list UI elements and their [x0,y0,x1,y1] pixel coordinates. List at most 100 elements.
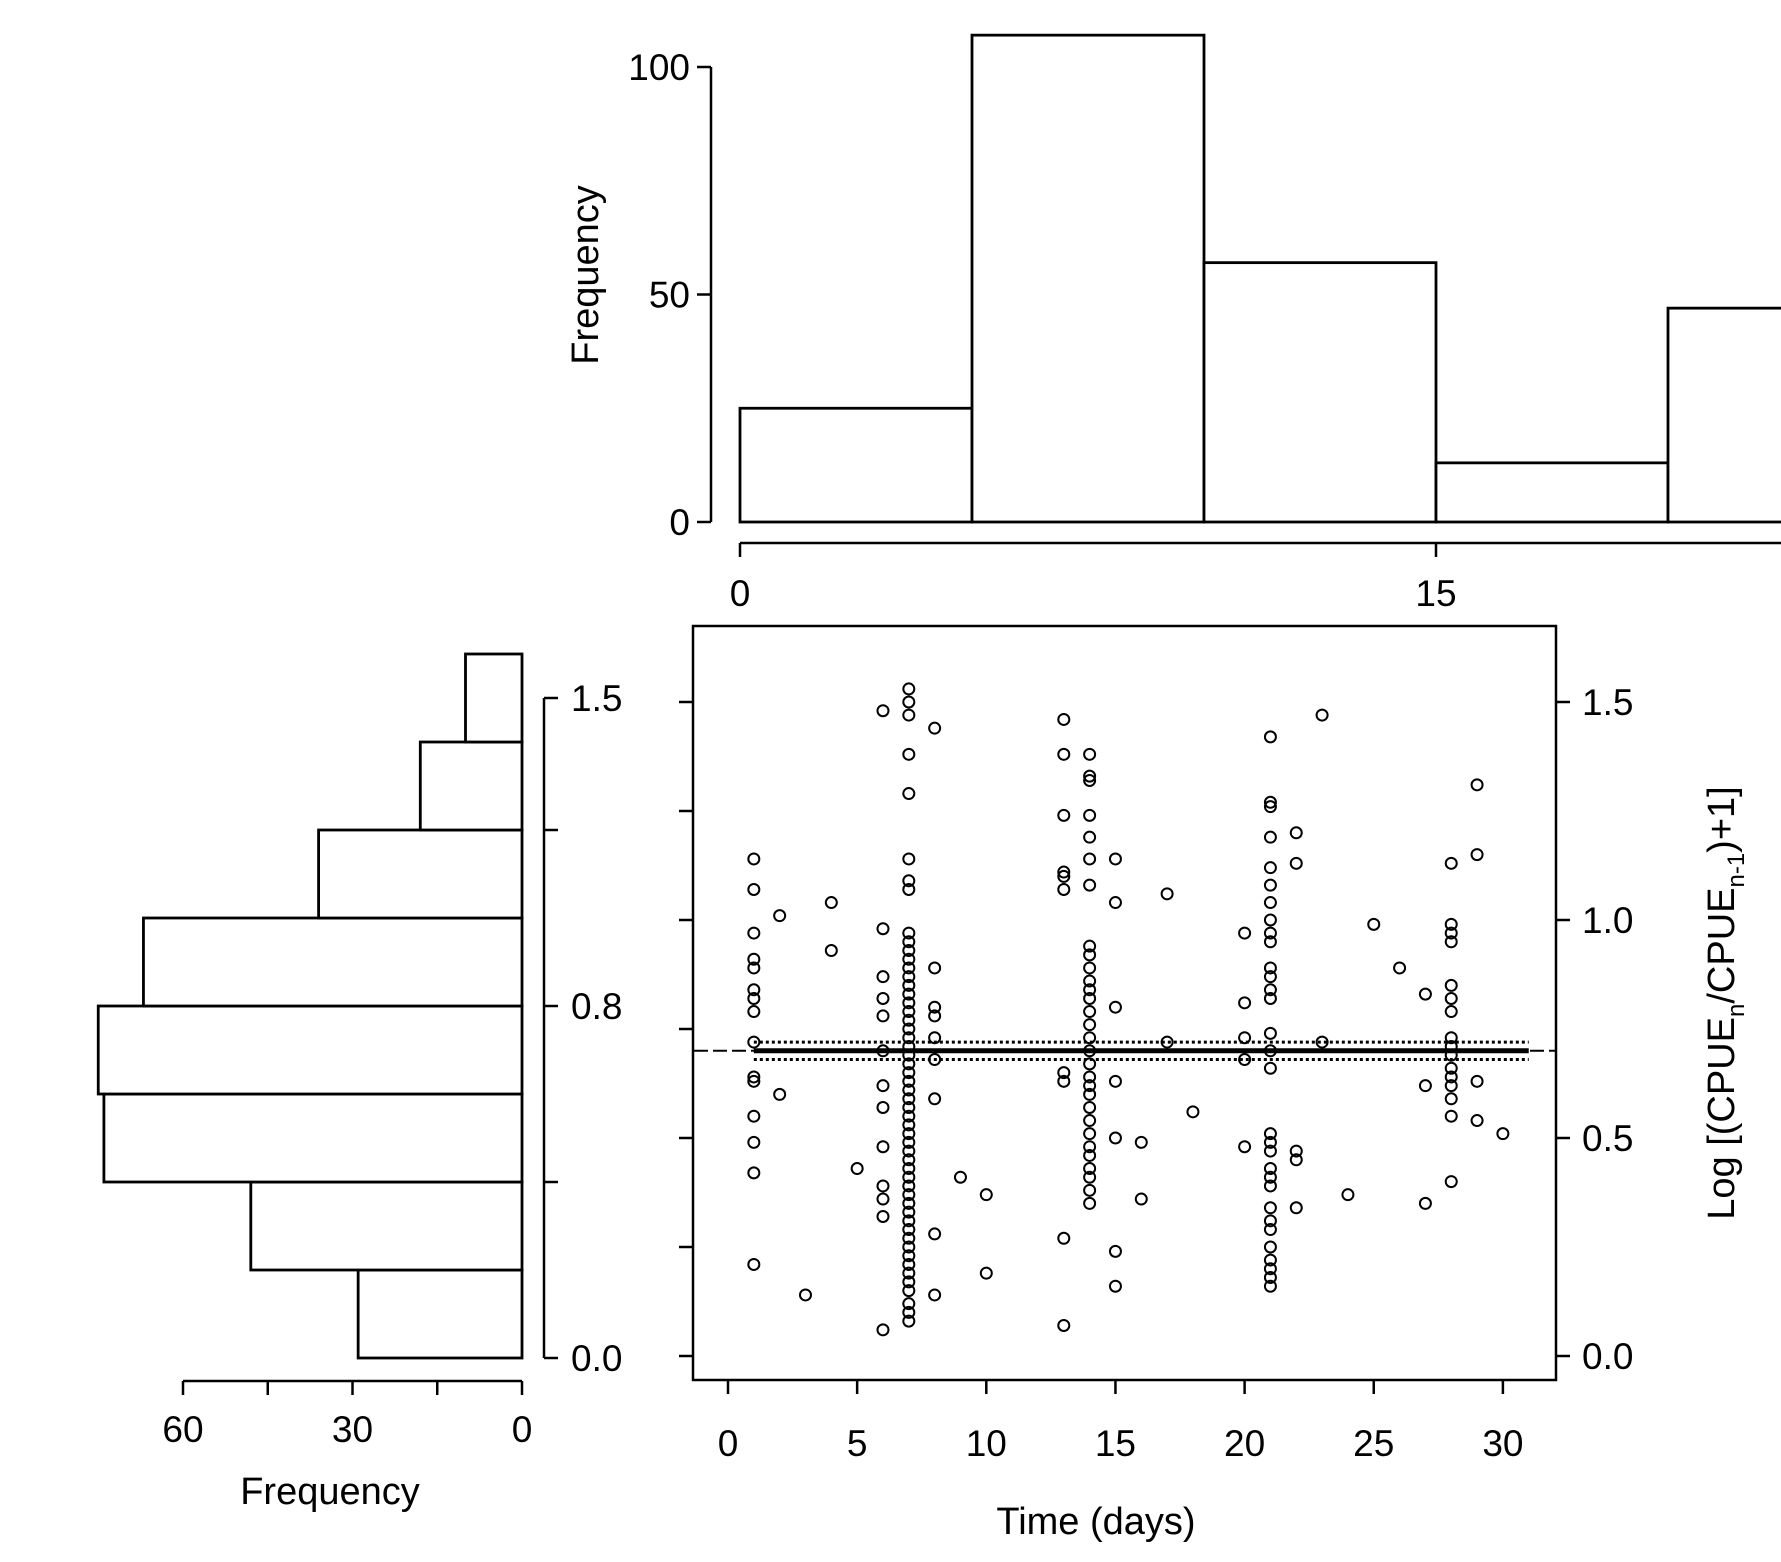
scatter-point [747,1035,761,1049]
scatter-point [876,1140,890,1154]
scatter-point [1263,983,1277,997]
scatter-point [902,1249,916,1263]
scatter-point [928,1009,942,1023]
left-histogram-axes: 0.0 0.8 1.5 60 30 0 [162,678,622,1450]
scatter-point [1083,1140,1097,1154]
scatter-point [1083,1196,1097,1210]
scatter-point [1108,896,1122,910]
scatter-point [928,721,942,735]
scatter-point [902,708,916,722]
scatter-point [1444,1048,1458,1062]
scatter-point [1470,848,1484,862]
scatter-point [1444,917,1458,931]
scatter-point [1444,935,1458,949]
scatter-y-tick-label: 1.0 [1582,900,1633,941]
scatter-point [1083,1087,1097,1101]
scatter-point [1263,800,1277,814]
left-x-tick-label: 0 [512,1409,533,1450]
top-histogram-axes: 05010001530 [628,47,1781,614]
scatter-point [928,1227,942,1241]
scatter-point [902,970,916,984]
scatter-point [902,1083,916,1097]
scatter-point [1444,991,1458,1005]
scatter-point [928,961,942,975]
scatter-point [1083,1070,1097,1084]
scatter-point [876,991,890,1005]
scatter-point [902,996,916,1010]
scatter-point [747,1109,761,1123]
scatter-point [1057,1318,1071,1332]
scatter-point [902,1162,916,1176]
scatter-point [747,1074,761,1088]
scatter-point [1057,747,1071,761]
scatter-point [1263,961,1277,975]
scatter-point [1083,1057,1097,1071]
scatter-points [747,682,1510,1337]
top-y-tick-label: 100 [628,47,690,88]
scatter-point [902,682,916,696]
scatter-point [902,1057,916,1071]
scatter-point [1083,1127,1097,1141]
scatter-point [902,1005,916,1019]
left-y-tick-label: 1.5 [571,678,622,719]
scatter-point [1289,856,1303,870]
scatter-plot: 0 5 10 15 20 25 30 0.0 0.5 1.0 1.5 Time (days) Log… [679,624,1750,1543]
left-histogram-bar [317,828,524,920]
scatter-point [1083,747,1097,761]
scatter-point [1263,1240,1277,1254]
scatter-point [1289,826,1303,840]
scatter-point [1083,1162,1097,1176]
scatter-point [1263,730,1277,744]
scatter-point [747,1005,761,1019]
scatter-point [1083,1100,1097,1114]
scatter-point [1315,1035,1329,1049]
scatter-point [928,1053,942,1067]
scatter-point [824,896,838,910]
scatter-point [1263,1214,1277,1228]
top-y-tick-label: 0 [669,502,690,543]
scatter-point [1238,926,1252,940]
scatter-point [928,1031,942,1045]
scatter-point [1315,708,1329,722]
scatter-point [1444,1092,1458,1106]
scatter-point [928,1288,942,1302]
scatter-point [902,1305,916,1319]
scatter-point [902,747,916,761]
scatter-point [1289,1144,1303,1158]
scatter-point [902,882,916,896]
scatter-point [773,1087,787,1101]
scatter-point [1057,808,1071,822]
left-histogram-bar [356,1268,524,1360]
scatter-point [876,1209,890,1223]
scatter-point [1263,1144,1277,1158]
scatter-point [1083,1148,1097,1162]
scatter-point [902,874,916,888]
scatter-point [1083,1031,1097,1045]
scatter-point [1263,861,1277,875]
scatter-point [902,1284,916,1298]
scatter-point [902,1100,916,1114]
scatter-point [1160,1035,1174,1049]
scatter-point [1134,1135,1148,1149]
scatter-point [747,1257,761,1271]
scatter-point [747,926,761,940]
scatter-point [902,1179,916,1193]
scatter-point [1057,865,1071,879]
scatter-point [902,1223,916,1237]
scatter-point [773,909,787,923]
top-histogram-bar [1666,306,1781,524]
scatter-point [1418,1079,1432,1093]
left-x-tick-label: 60 [162,1409,203,1450]
scatter-point [979,1188,993,1202]
scatter-point [1083,939,1097,953]
scatter-point [1238,1140,1252,1154]
top-x-tick-label: 0 [730,573,751,614]
scatter-point [902,695,916,709]
scatter-point [1367,917,1381,931]
scatter-point [1083,808,1097,822]
top-x-tick-label: 15 [1415,573,1456,614]
scatter-point [1083,852,1097,866]
scatter-point [979,1266,993,1280]
scatter-point [876,1044,890,1058]
scatter-x-tick-label: 10 [966,1423,1007,1464]
